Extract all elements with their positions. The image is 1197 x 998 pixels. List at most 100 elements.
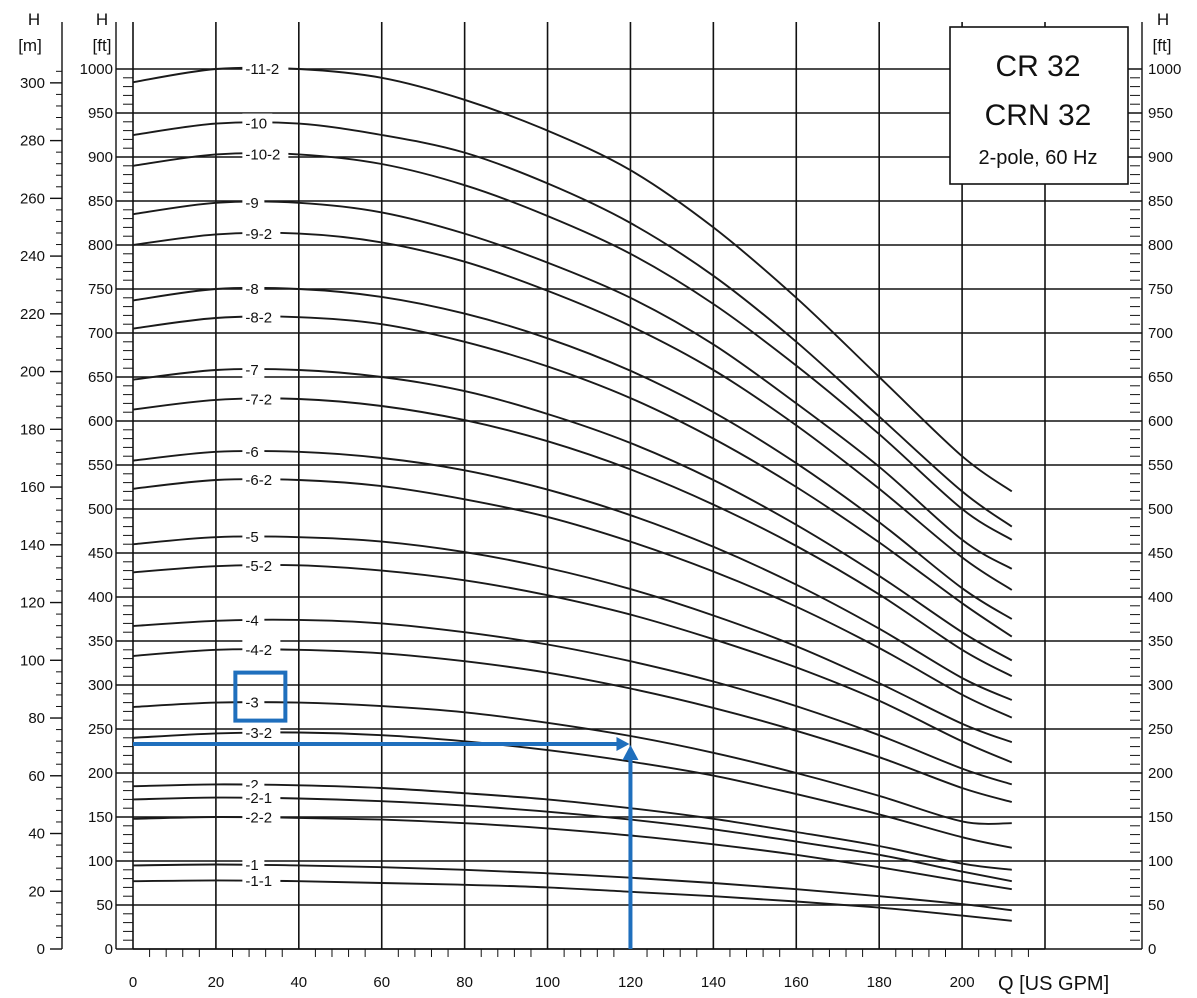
y-tick-label-ft-right: 500 (1148, 501, 1173, 518)
y-tick-label-ft-right: 950 (1148, 105, 1173, 122)
y-tick-label-ft-left: 200 (88, 765, 113, 782)
curve-label: -1 (245, 857, 258, 874)
curve-stage-4 (132, 618, 1013, 786)
y-tick-label-ft-right: 450 (1148, 545, 1173, 562)
curve-label-bg (242, 788, 281, 807)
y-tick-label-ft-right: 650 (1148, 369, 1173, 386)
curve-label: -7-2 (245, 391, 272, 408)
y-tick-label-ft-right: 300 (1148, 677, 1173, 694)
y-tick-label-ft-left: 100 (88, 853, 113, 870)
x-tick-label: 200 (950, 974, 975, 991)
x-axis-label: Q [US GPM] (998, 973, 1109, 995)
curve-stage-7-2 (132, 397, 1013, 678)
curve-label: -6-2 (245, 472, 272, 489)
x-tick-label: 140 (701, 974, 726, 991)
y-tick-label-ft-right: 350 (1148, 633, 1173, 650)
curve-label: -3 (245, 695, 258, 712)
left-ft-axis-header-unit: [ft] (93, 36, 112, 55)
right-ft-axis-header-unit: [ft] (1153, 36, 1172, 55)
y-tick-label-ft-left: 850 (88, 193, 113, 210)
y-tick-label-m: 80 (28, 710, 45, 727)
y-tick-label-ft-left: 400 (88, 589, 113, 606)
y-tick-label-ft-right: 100 (1148, 853, 1173, 870)
curve-label: -4 (245, 612, 258, 629)
y-tick-label-ft-right: 800 (1148, 237, 1173, 254)
curve-label: -5 (245, 529, 258, 546)
curve-label: -11-2 (245, 61, 279, 78)
curve-label-bg (242, 279, 265, 297)
y-tick-label-m: 240 (20, 248, 45, 265)
axis-headers: H [m] H [ft] H [ft] Q [US GPM] (18, 10, 1171, 995)
y-tick-label-ft-right: 900 (1148, 149, 1173, 166)
curve-stage-8 (132, 286, 1013, 620)
curve-label: -10 (245, 116, 267, 133)
curve-stage-3 (132, 701, 1012, 825)
y-tick-label-m: 220 (20, 306, 45, 323)
curve-label: -1-1 (245, 873, 272, 890)
highlight-box (233, 670, 288, 723)
y-tick-label-ft-left: 250 (88, 721, 113, 738)
y-tick-label-m: 280 (20, 133, 45, 150)
curve-label-bg (242, 555, 281, 574)
y-tick-label-ft-left: 300 (88, 677, 113, 694)
y-tick-label-ft-right: 700 (1148, 325, 1173, 342)
y-tick-label-ft-left: 700 (88, 325, 113, 342)
y-tick-label-ft-right: 150 (1148, 809, 1173, 826)
y-tick-label-m: 120 (20, 595, 45, 612)
curve-label-bg (242, 224, 281, 242)
operating-point-up-arrowhead (622, 744, 639, 760)
y-tick-label-ft-left: 650 (88, 369, 113, 386)
y-tick-label-m: 200 (20, 364, 45, 381)
curve-label-bg (242, 469, 281, 488)
curve-label: -2-2 (245, 809, 272, 826)
curve-stage-6-2 (132, 478, 1013, 719)
x-tick-label: 60 (373, 974, 390, 991)
y-tick-label-m: 140 (20, 537, 45, 554)
chart-subtitle: 2-pole, 60 Hz (979, 147, 1098, 169)
right-ft-axis-header-h: H (1157, 10, 1169, 29)
left-m-axis-header-unit: [m] (18, 36, 42, 55)
y-tick-label-m: 60 (28, 768, 45, 785)
y-tick-label-ft-left: 0 (105, 941, 113, 958)
y-tick-label-ft-right: 200 (1148, 765, 1173, 782)
curve-label: -7 (245, 362, 258, 379)
curve-stage-1 (132, 863, 1012, 912)
curve-stage-8-2 (132, 315, 1013, 638)
curve-stage-5 (132, 535, 1013, 744)
left-m-axis-header-h: H (28, 10, 40, 29)
curve-label: -10-2 (245, 146, 280, 163)
curve-label: -5-2 (245, 558, 272, 575)
curve-label-bg (242, 610, 265, 629)
curve-label-bg (242, 59, 289, 77)
left-ft-axis-header-h: H (96, 10, 108, 29)
y-tick-label-ft-right: 0 (1148, 941, 1156, 958)
curve-label-layer: -11-2-10-10-2-9-9-2-8-8-2-7-7-2-6-6-2-5-… (242, 59, 289, 890)
curve-label: -9 (245, 195, 258, 212)
curve-label-bg (242, 144, 289, 163)
title-box: CR 32 CRN 32 2-pole, 60 Hz (949, 26, 1129, 185)
chart-title-line-2: CRN 32 (985, 99, 1092, 132)
y-tick-label-ft-left: 50 (96, 897, 113, 914)
y-tick-label-m: 0 (37, 941, 45, 958)
curve-label: -8 (245, 281, 258, 298)
x-tick-label: 160 (784, 974, 809, 991)
curve-label-bg (242, 307, 281, 326)
y-tick-label-m: 100 (20, 652, 45, 669)
curve-label-bg (242, 722, 281, 741)
y-tick-label-ft-left: 150 (88, 809, 113, 826)
curve-stage-6 (132, 449, 1013, 701)
y-tick-label-ft-left: 1000 (80, 61, 113, 78)
curve-label-bg (242, 692, 265, 711)
curve-label-bg (242, 113, 273, 132)
curve-label: -9-2 (245, 226, 272, 243)
x-tick-label: 80 (456, 974, 473, 991)
curve-stage-7 (132, 367, 1013, 662)
y-tick-label-m: 160 (20, 479, 45, 496)
y-tick-label-m: 180 (20, 421, 45, 438)
x-tick-label: 20 (208, 974, 225, 991)
curve-stage-11-2 (132, 66, 1013, 493)
curve-stage-10-2 (132, 152, 1013, 541)
y-tick-label-ft-left: 800 (88, 237, 113, 254)
y-tick-label-ft-right: 850 (1148, 193, 1173, 210)
